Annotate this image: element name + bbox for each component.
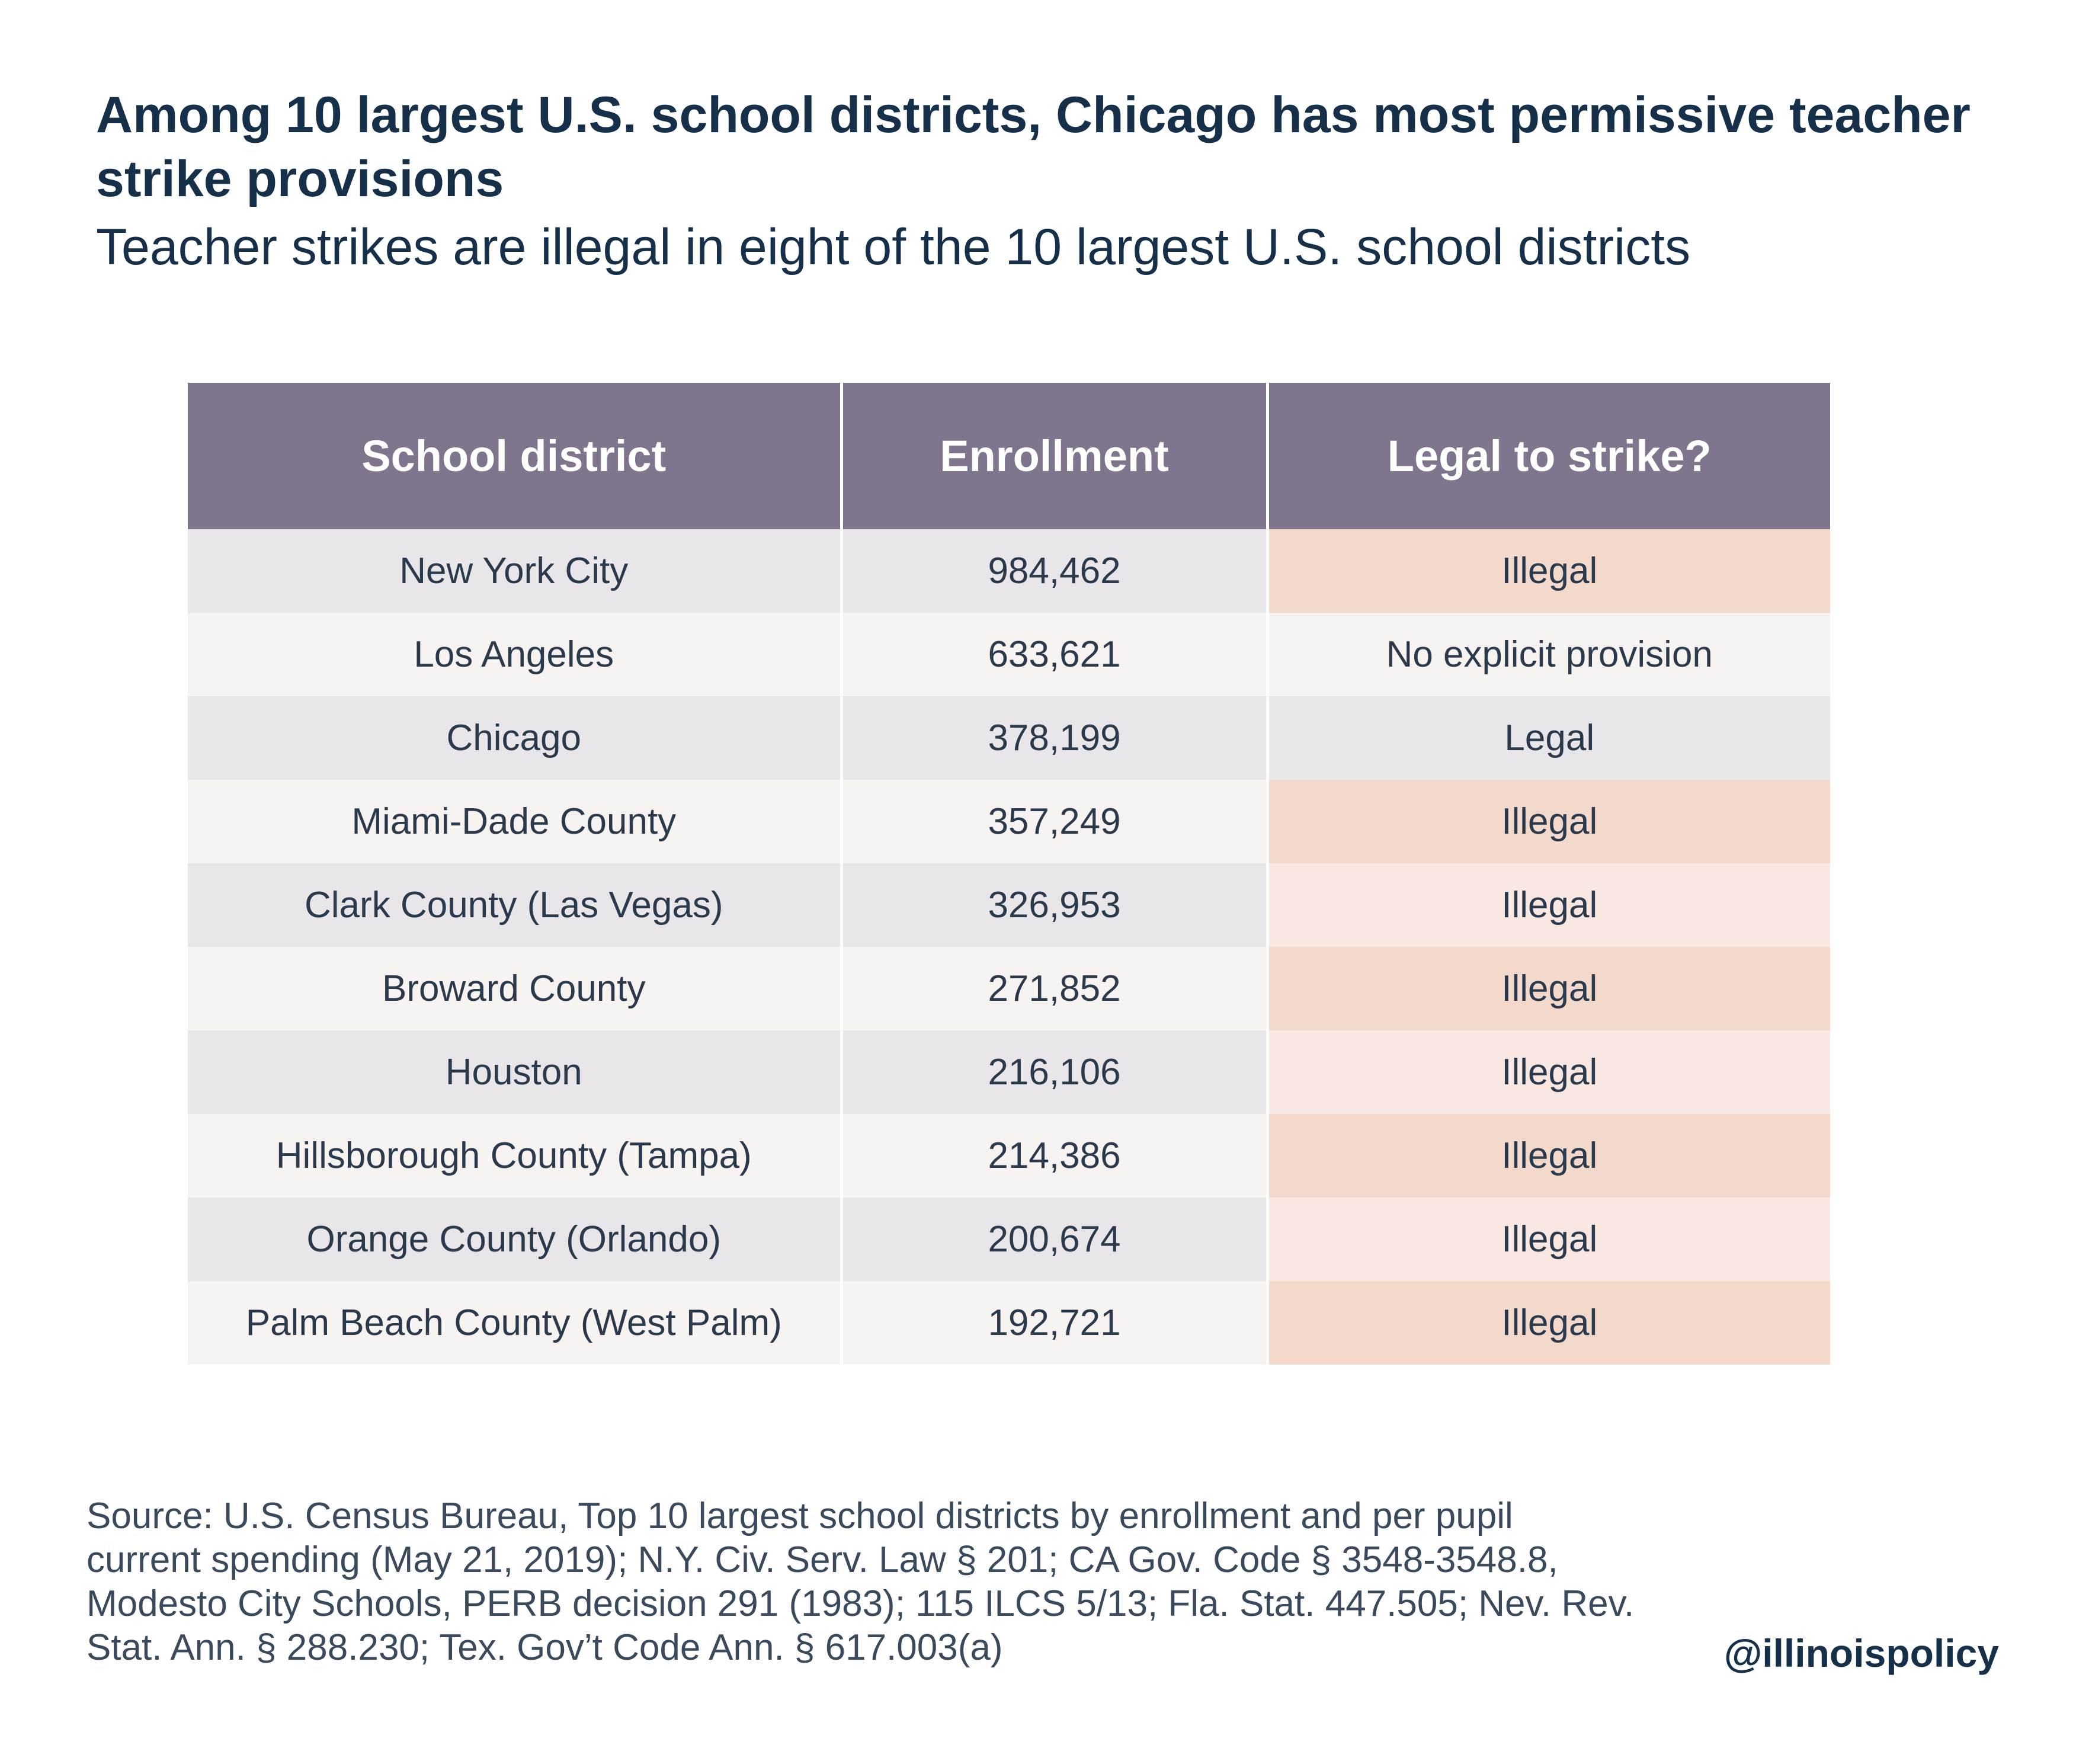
district-cell: Hillsborough County (Tampa): [188, 1114, 843, 1198]
table-row: Broward County 271,852 Illegal: [188, 947, 1830, 1030]
table-row: New York City 984,462 Illegal: [188, 529, 1830, 613]
column-header-legal-to-strike: Legal to strike?: [1267, 383, 1830, 529]
strike-status-cell: Illegal: [1267, 1114, 1830, 1198]
strike-status-cell: Illegal: [1267, 1198, 1830, 1281]
source-line: current spending (May 21, 2019); N.Y. Ci…: [86, 1539, 1558, 1580]
strike-status-cell: Illegal: [1267, 1281, 1830, 1365]
table-row: Chicago 378,199 Legal: [188, 696, 1830, 780]
strike-status-cell: No explicit provision: [1267, 613, 1830, 696]
table-row: Hillsborough County (Tampa) 214,386 Illega…: [188, 1114, 1830, 1198]
source-note: Source: U.S. Census Bureau, Top 10 large…: [86, 1494, 1686, 1670]
column-header-school-district: School district: [188, 383, 843, 529]
source-line: Source: U.S. Census Bureau, Top 10 large…: [86, 1496, 1513, 1536]
district-cell: Orange County (Orlando): [188, 1198, 843, 1281]
strike-status-cell: Illegal: [1267, 863, 1830, 947]
strike-status-cell: Illegal: [1267, 947, 1830, 1030]
district-cell: Houston: [188, 1030, 843, 1114]
district-cell: Los Angeles: [188, 613, 843, 696]
enrollment-cell: 633,621: [841, 613, 1269, 696]
table-body: New York City 984,462 Illegal Los Angeles 63…: [188, 529, 1830, 1365]
table-row: Los Angeles 633,621 No explicit provision: [188, 613, 1830, 696]
district-cell: New York City: [188, 529, 843, 613]
table-row: Houston 216,106 Illegal: [188, 1030, 1830, 1114]
district-cell: Miami-Dade County: [188, 780, 843, 863]
district-cell: Clark County (Las Vegas): [188, 863, 843, 947]
enrollment-cell: 357,249: [841, 780, 1269, 863]
enrollment-cell: 216,106: [841, 1030, 1269, 1114]
district-cell: Broward County: [188, 947, 843, 1030]
enrollment-cell: 378,199: [841, 696, 1269, 780]
enrollment-cell: 192,721: [841, 1281, 1269, 1365]
column-header-enrollment: Enrollment: [841, 383, 1269, 529]
strike-provisions-table: School district Enrollment Legal to stri…: [188, 383, 1830, 1365]
source-line: Modesto City Schools, PERB decision 291 …: [86, 1583, 1635, 1624]
district-cell: Chicago: [188, 696, 843, 780]
brand-handle: @illinoispolicy: [1723, 1631, 1999, 1675]
table-row: Orange County (Orlando) 200,674 Illegal: [188, 1198, 1830, 1281]
strike-status-cell: Illegal: [1267, 780, 1830, 863]
strike-status-cell: Illegal: [1267, 529, 1830, 613]
table-row: Palm Beach County (West Palm) 192,721 Ille…: [188, 1281, 1830, 1365]
table-row: Clark County (Las Vegas) 326,953 Illegal: [188, 863, 1830, 947]
enrollment-cell: 271,852: [841, 947, 1269, 1030]
table-header-row: School district Enrollment Legal to stri…: [188, 383, 1830, 529]
enrollment-cell: 214,386: [841, 1114, 1269, 1198]
source-line: Stat. Ann. § 288.230; Tex. Gov’t Code An…: [86, 1627, 1003, 1668]
strike-status-cell: Legal: [1267, 696, 1830, 780]
table-row: Miami-Dade County 357,249 Illegal: [188, 780, 1830, 863]
enrollment-cell: 984,462: [841, 529, 1269, 613]
chart-title: Among 10 largest U.S. school districts, …: [96, 87, 1971, 207]
district-cell: Palm Beach County (West Palm): [188, 1281, 843, 1365]
enrollment-cell: 326,953: [841, 863, 1269, 947]
strike-status-cell: Illegal: [1267, 1030, 1830, 1114]
enrollment-cell: 200,674: [841, 1198, 1269, 1281]
chart-subtitle: Teacher strikes are illegal in eight of …: [96, 219, 1691, 276]
